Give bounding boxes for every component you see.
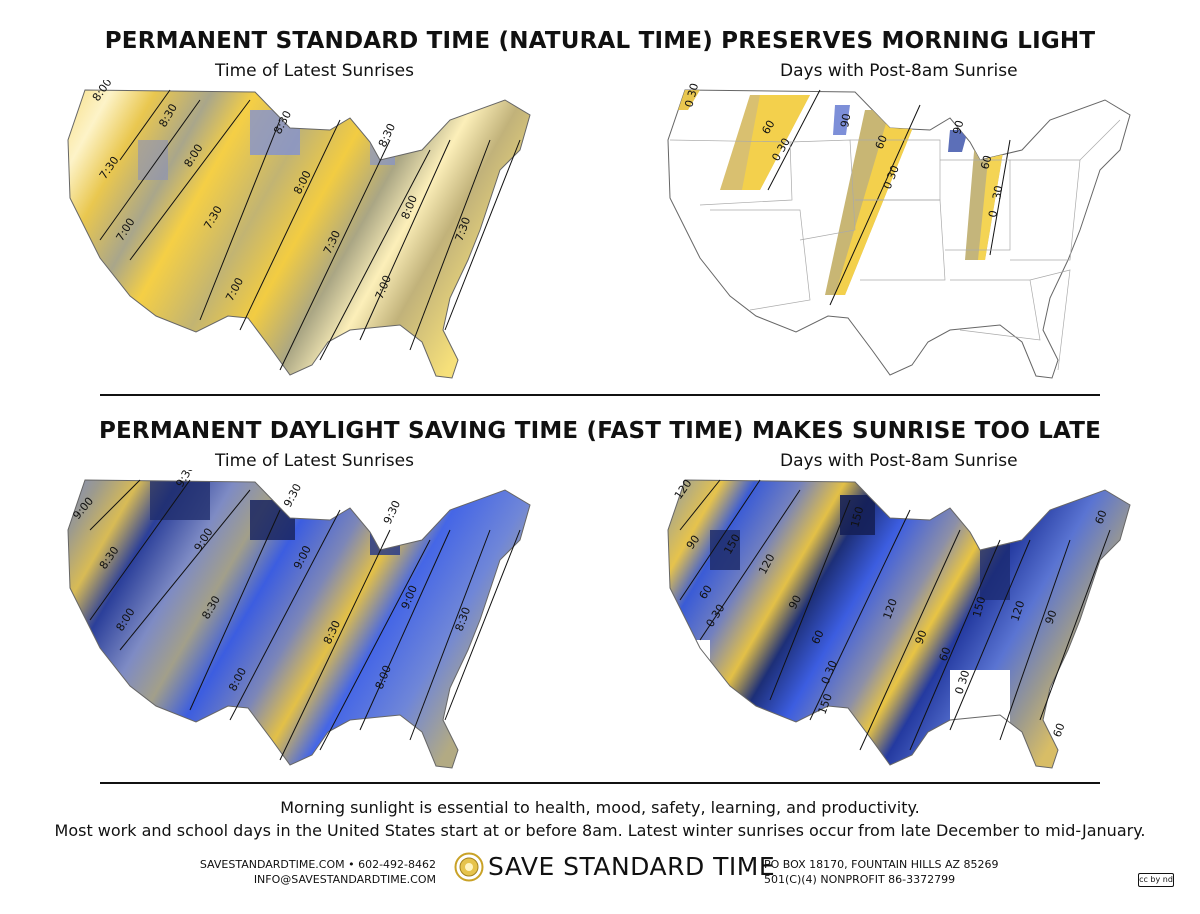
bottom-title: PERMANENT DAYLIGHT SAVING TIME (FAST TIM… <box>98 418 1102 444</box>
contour-label: 9:30 <box>281 481 304 509</box>
contact-right: PO BOX 18170, FOUNTAIN HILLS AZ 85269 50… <box>764 857 999 887</box>
map-dst-latest-sunrise: 9:00 9:30 9:30 9:30 8:30 9:00 9:00 9:00 … <box>67 470 531 769</box>
contour-label: 60 <box>1093 508 1110 526</box>
section-divider <box>100 394 1100 396</box>
footer-line-2: Most work and school days in the United … <box>54 821 1146 840</box>
mailing-address: PO BOX 18170, FOUNTAIN HILLS AZ 85269 <box>764 858 999 871</box>
contour-label: 0 <box>986 209 1000 218</box>
contour-label: 90 <box>838 112 853 128</box>
contour-label: 60 <box>873 133 890 151</box>
bottom-right-subtitle: Days with Post-8am Sunrise <box>780 451 1018 471</box>
contour-label: 30 <box>990 184 1005 200</box>
email: INFO@SAVESTANDARDTIME.COM <box>253 873 436 886</box>
contour-label: 120 <box>1008 599 1027 623</box>
map-dst-post8am-days: 120 90 150 60 0 30 120 90 150 60 0 30 15… <box>667 477 1131 769</box>
brand-name: SAVE STANDARD TIME <box>488 852 776 881</box>
contour-label: 150 <box>848 505 866 529</box>
bottom-left-subtitle: Time of Latest Sunrises <box>215 451 414 471</box>
contour-label: 90 <box>1043 608 1060 626</box>
website-phone: SAVESTANDARDTIME.COM • 602-492-8462 <box>199 858 436 871</box>
contour-label: 60 <box>759 118 777 137</box>
contour-label: 60 <box>1051 721 1068 739</box>
contour-label: 60 <box>937 645 954 663</box>
top-left-subtitle: Time of Latest Sunrises <box>215 61 414 81</box>
map-standard-post8am-days: 0 30 60 0 30 90 60 0 30 90 60 30 0 <box>667 82 1131 379</box>
footer-line-1: Morning sunlight is essential to health,… <box>280 798 920 817</box>
contour-label: 60 <box>978 154 994 171</box>
footer-divider <box>100 782 1100 784</box>
top-right-subtitle: Days with Post-8am Sunrise <box>780 61 1018 81</box>
contour-label: 90 <box>786 593 804 611</box>
contour-label: 150 <box>970 595 988 619</box>
sun-logo-icon <box>454 852 484 882</box>
top-title: PERMANENT STANDARD TIME (NATURAL TIME) P… <box>104 28 1096 54</box>
creative-commons-icon: cc by nd <box>1138 873 1174 887</box>
contact-left: SAVESTANDARDTIME.COM • 602-492-8462 INFO… <box>200 857 436 887</box>
contour-label: 0 30 <box>682 82 701 109</box>
contour-label: 60 <box>697 583 715 602</box>
contour-label: 90 <box>913 628 930 646</box>
contour-label: 90 <box>950 119 966 136</box>
contour-label: 9:30 <box>381 498 403 526</box>
nonprofit-id: 501(C)(4) NONPROFIT 86-3372799 <box>764 873 956 886</box>
contour-label: 60 <box>809 628 827 646</box>
contour-label: 8:30 <box>376 121 398 149</box>
map-standard-latest-sunrise: 8:00 8:30 8:30 8:30 7:30 8:00 8:00 7:00 … <box>67 80 531 379</box>
